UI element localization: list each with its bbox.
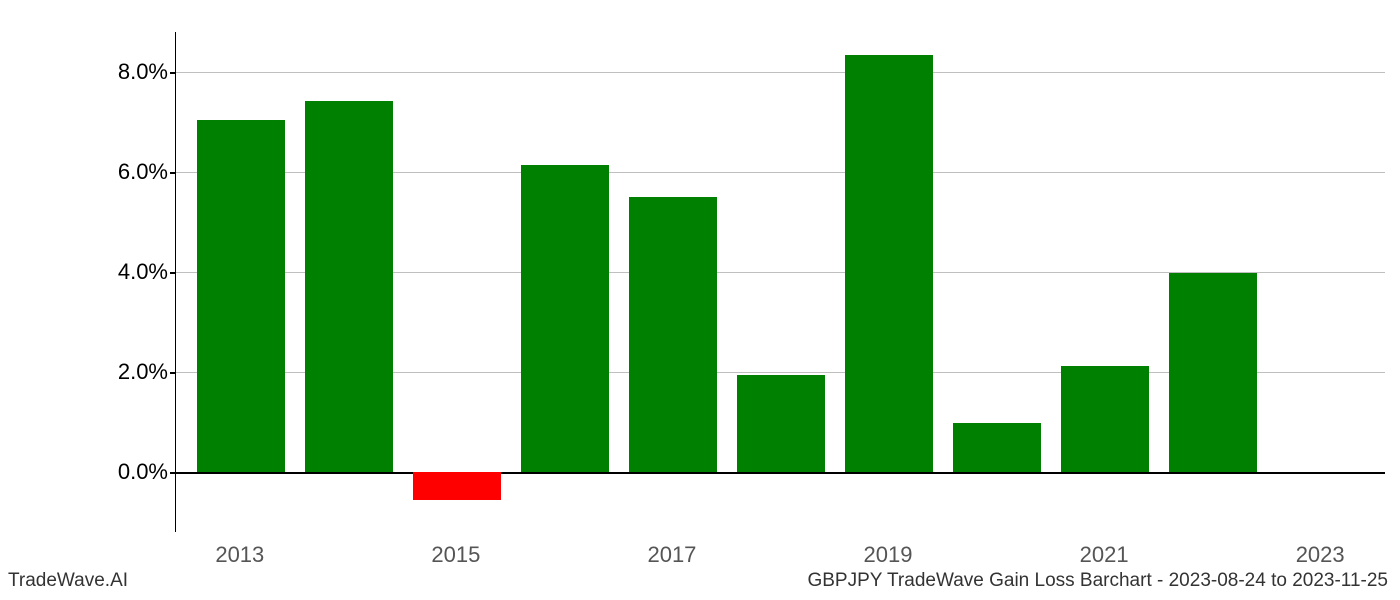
x-tick-label: 2021 <box>1080 542 1129 568</box>
bar-2021 <box>1061 366 1150 472</box>
bar-2014 <box>305 101 394 472</box>
y-tick-mark <box>170 272 176 274</box>
bar-2013 <box>197 120 286 473</box>
x-tick-label: 2019 <box>864 542 913 568</box>
x-tick-label: 2013 <box>215 542 264 568</box>
y-tick-mark <box>170 472 176 474</box>
footer-brand: TradeWave.AI <box>8 570 128 592</box>
bar-2020 <box>953 423 1042 472</box>
y-tick-mark <box>170 72 176 74</box>
x-tick-label: 2017 <box>647 542 696 568</box>
y-tick-mark <box>170 372 176 374</box>
gridline <box>176 72 1385 73</box>
x-tick-label: 2023 <box>1296 542 1345 568</box>
y-tick-label: 6.0% <box>118 159 168 185</box>
bar-2016 <box>521 165 610 473</box>
footer-caption: GBPJPY TradeWave Gain Loss Barchart - 20… <box>807 570 1388 592</box>
gain-loss-barchart: 201320152017201920212023 <box>175 32 1385 532</box>
bar-2022 <box>1169 273 1258 472</box>
zero-axis-line <box>176 472 1385 474</box>
bar-2017 <box>629 197 718 472</box>
x-tick-label: 2015 <box>431 542 480 568</box>
y-tick-label: 2.0% <box>118 359 168 385</box>
y-tick-label: 0.0% <box>118 459 168 485</box>
y-tick-label: 4.0% <box>118 259 168 285</box>
plot-area <box>175 32 1385 532</box>
bar-2018 <box>737 375 826 473</box>
y-tick-mark <box>170 172 176 174</box>
y-tick-label: 8.0% <box>118 59 168 85</box>
bar-2015 <box>413 472 502 500</box>
bar-2019 <box>845 55 934 473</box>
